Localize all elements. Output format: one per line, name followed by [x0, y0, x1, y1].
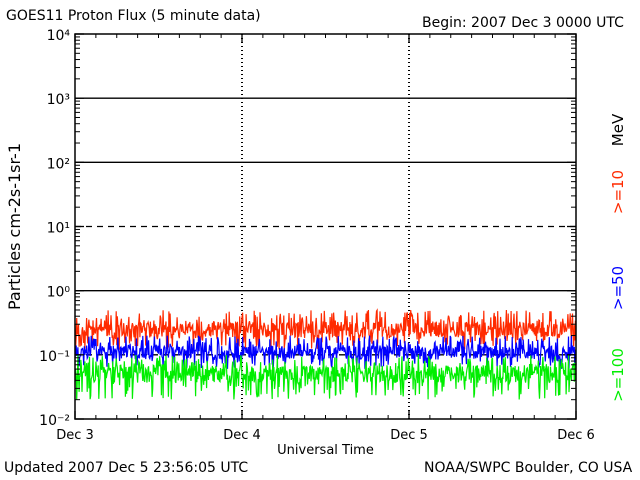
- y-tick-label: 10²: [47, 156, 70, 172]
- begin-time: Begin: 2007 Dec 3 0000 UTC: [422, 15, 624, 31]
- legend-unit: MeV: [609, 113, 627, 146]
- series-line-50: [74, 335, 577, 370]
- updated-timestamp: Updated 2007 Dec 5 23:56:05 UTC: [4, 460, 249, 476]
- legend-entry: >=100: [609, 348, 627, 402]
- y-tick-label: 10⁰: [47, 285, 71, 301]
- series-line-100: [74, 354, 577, 400]
- legend-entry: >=50: [609, 266, 627, 310]
- y-tick-label: 10⁻¹: [39, 349, 70, 365]
- legend-entry: >=10: [609, 170, 627, 214]
- y-tick-label: 10³: [47, 92, 70, 108]
- source-credit: NOAA/SWPC Boulder, CO USA: [424, 460, 633, 476]
- y-tick-label: 10¹: [47, 221, 70, 237]
- x-tick-label: Dec 5: [390, 428, 428, 443]
- y-tick-label: 10⁻²: [39, 413, 70, 429]
- x-tick-label: Dec 3: [56, 428, 94, 443]
- chart-title: GOES11 Proton Flux (5 minute data): [6, 8, 261, 24]
- x-tick-label: Dec 6: [557, 428, 595, 443]
- y-axis-label: Particles cm-2s-1sr-1: [5, 143, 24, 310]
- plot-frame: [74, 33, 577, 420]
- y-tick-label: 10⁴: [47, 28, 71, 44]
- series-line-10: [74, 308, 577, 350]
- x-axis-label: Universal Time: [277, 443, 374, 458]
- x-tick-label: Dec 4: [223, 428, 261, 443]
